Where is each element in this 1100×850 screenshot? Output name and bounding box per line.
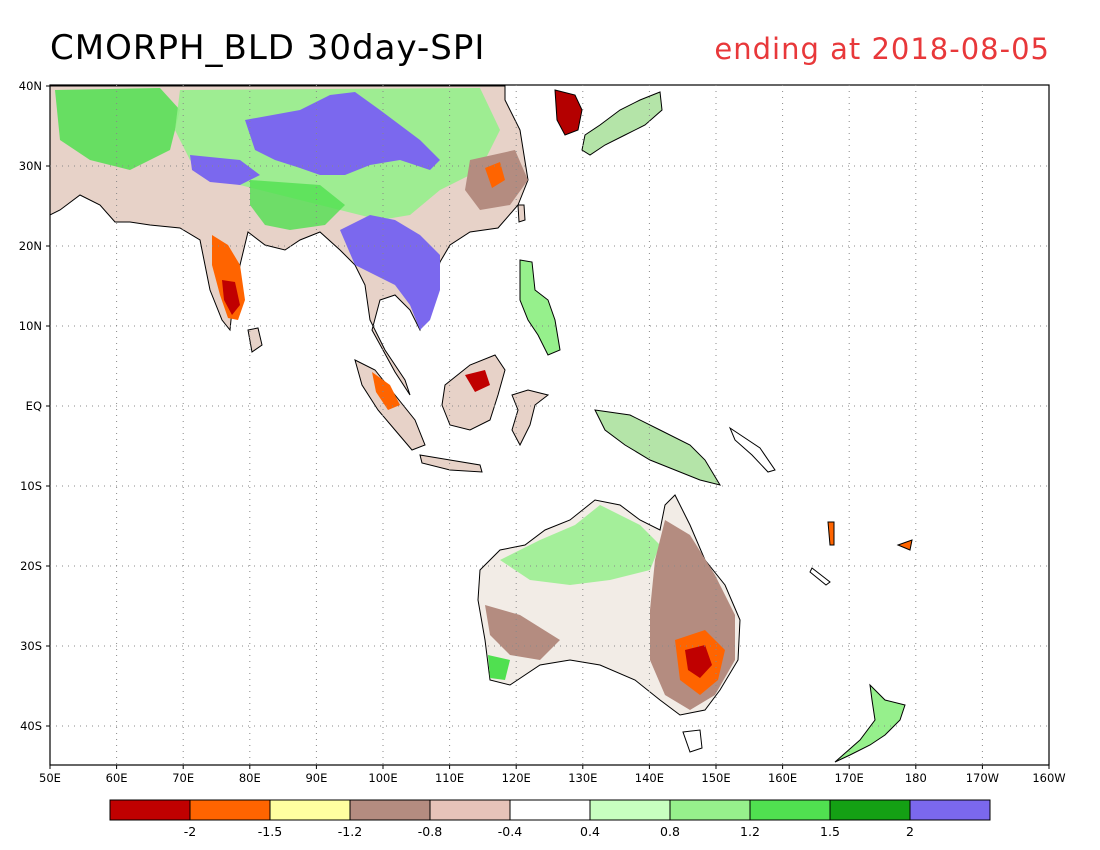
lon-label: 160E [768,771,797,785]
land-sulawesi [511,389,550,447]
lat-label: 10S [20,479,42,493]
lon-label: 60E [106,771,128,785]
colorbar-label: -0.4 [498,824,522,839]
lon-label: 110E [435,771,464,785]
colorbar-label: 2 [906,824,914,839]
land-new-guinea [594,409,722,486]
land-solomon [728,426,776,473]
map-frame [49,84,1050,766]
land-vanuatu [827,521,835,546]
latitude-labels: 40N 30N 20N 10N EQ 10S 20S 30S 40S [19,79,50,733]
colorbar-label: 1.2 [740,824,760,839]
lon-label: 170E [835,771,864,785]
lat-label: 20N [19,239,42,253]
lat-label: 20S [20,559,42,573]
colorbar-swatch [349,799,431,821]
colorbar-swatch [509,799,591,821]
lon-label: 130E [568,771,597,785]
spi-anomaly-layer [55,88,735,710]
lon-label: 70E [172,771,194,785]
land-fiji [896,539,913,551]
spi-very-wet-china [245,92,440,175]
colorbar-label: -2 [184,824,196,839]
lon-label: 140E [635,771,664,785]
lon-label: 150E [701,771,730,785]
spi-dry-sumatra [372,372,400,410]
lon-label: 50E [39,771,61,785]
lon-label: 180 [905,771,927,785]
land-philippines [519,259,561,356]
spi-extreme-dry-nsw [685,645,712,678]
lon-label: 170W [966,771,999,785]
lon-label: 160W [1032,771,1065,785]
colorbar-swatch [669,799,751,821]
spi-very-wet-indochina [340,215,440,330]
colorbar-swatch [429,799,511,821]
land-new-caledonia [809,567,831,586]
spi-wet-north-australia [500,505,660,585]
colorbar-label: -1.2 [338,824,362,839]
land-korea [554,89,583,136]
land-borneo [441,354,506,431]
colorbar-swatch [189,799,271,821]
spi-wet-plains [250,180,345,230]
lon-label: 120E [502,771,531,785]
lat-label: EQ [26,399,42,413]
colorbar-swatch [909,799,991,821]
spi-very-dry-india [222,280,240,315]
colorbar-swatch [109,799,191,821]
land-sri-lanka [247,327,263,353]
longitude-labels: 50E 60E 70E 80E 90E 100E 110E 120E 130E 140E 150E 1… [39,765,1066,785]
map-title: CMORPH_BLD 30day-SPI [50,28,486,68]
lat-label: 10N [19,319,42,333]
colorbar-label: 1.5 [820,824,840,839]
lon-label: 100E [368,771,397,785]
map-subtitle: ending at 2018-08-05 [714,32,1050,66]
colorbar-label: 0.4 [580,824,600,839]
land-tasmania [682,729,703,753]
spi-very-wet-tibet [190,155,260,185]
colorbar-swatch [589,799,671,821]
colorbar-label: -1.5 [258,824,282,839]
lat-label: 40N [19,79,42,93]
land-new-zealand [834,683,906,763]
lat-label: 40S [20,719,42,733]
spi-dry-borneo [465,370,490,392]
spi-wet-southwest-corner [488,655,510,680]
land-japan [581,91,663,156]
lon-label: 80E [239,771,261,785]
colorbar: -2 -1.5 -1.2 -0.8 -0.4 0.4 0.8 1.2 1.5 2 [109,799,991,839]
spi-dry-east-china [485,162,505,188]
spi-wet-north [55,88,180,170]
colorbar-swatch [829,799,911,821]
spi-dry-southwest-australia [485,605,560,660]
lat-label: 30N [19,159,42,173]
land-java [419,454,483,473]
land-taiwan [517,204,526,223]
colorbar-label: 0.8 [660,824,680,839]
lon-label: 90E [305,771,327,785]
lat-label: 30S [20,639,42,653]
colorbar-label: -0.8 [418,824,442,839]
colorbar-swatch [749,799,831,821]
colorbar-swatch [269,799,351,821]
